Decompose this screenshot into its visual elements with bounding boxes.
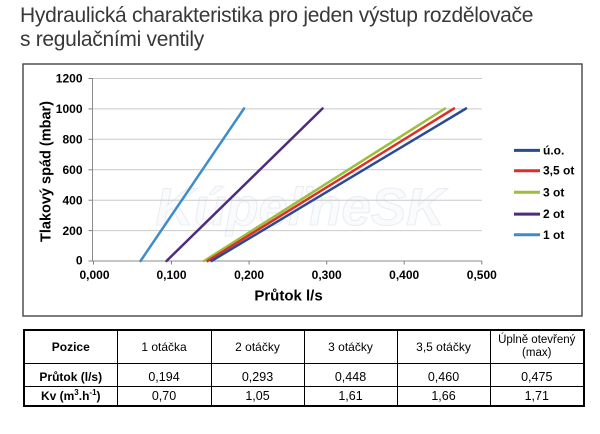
svg-text:1 ot: 1 ot (543, 228, 564, 242)
svg-text:Průtok l/s: Průtok l/s (254, 288, 322, 305)
svg-text:0,400: 0,400 (389, 268, 419, 282)
svg-text:2 ot: 2 ot (543, 207, 564, 221)
svg-text:1000: 1000 (56, 102, 83, 116)
svg-text:3 ot: 3 ot (543, 185, 564, 199)
svg-text:200: 200 (62, 224, 82, 238)
svg-text:0,100: 0,100 (156, 268, 186, 282)
svg-text:0,000: 0,000 (79, 268, 109, 282)
svg-text:600: 600 (62, 163, 82, 177)
svg-text:0: 0 (76, 254, 83, 268)
svg-text:0,500: 0,500 (467, 268, 497, 282)
svg-text:1200: 1200 (56, 72, 83, 86)
svg-text:800: 800 (62, 133, 82, 147)
svg-text:400: 400 (62, 194, 82, 208)
svg-text:3,5 ot: 3,5 ot (543, 164, 574, 178)
svg-text:ú.o.: ú.o. (543, 143, 564, 157)
svg-text:Tlakový spád (mbar): Tlakový spád (mbar) (39, 101, 55, 242)
svg-text:0,300: 0,300 (312, 268, 342, 282)
svg-text:0,200: 0,200 (234, 268, 264, 282)
